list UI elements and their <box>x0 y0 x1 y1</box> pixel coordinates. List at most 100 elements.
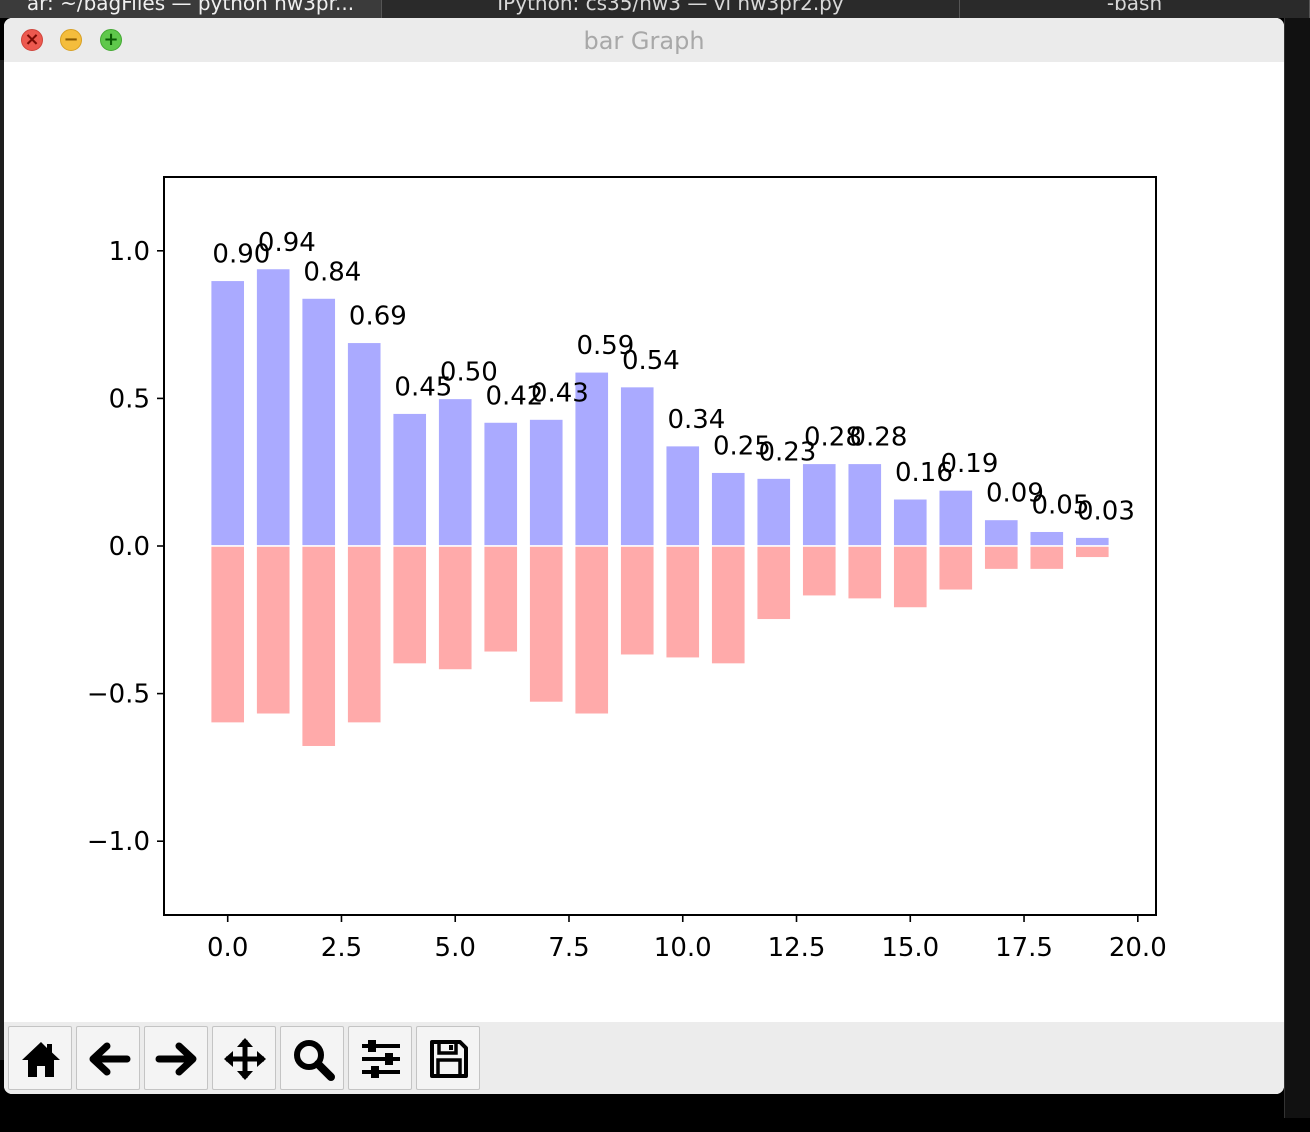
bar-value-label: 0.19 <box>940 449 998 479</box>
configure-subplots-button[interactable] <box>348 1026 412 1090</box>
positive-bar <box>892 498 929 547</box>
pan-button[interactable] <box>212 1026 276 1090</box>
sliders-icon <box>362 1040 400 1078</box>
bar-value-label: 0.09 <box>986 479 1044 509</box>
ticks-layer: 0.0 2.5 5.0 7.5 10.0 12.5 15.0 17.5 20.0 1.0 0.5 0.… <box>87 237 1167 963</box>
bar-value-label: 0.54 <box>622 346 680 376</box>
close-icon: × <box>24 29 40 50</box>
negative-bar <box>937 545 974 592</box>
title-bar[interactable]: bar Graph × − + <box>4 18 1284 63</box>
positive-bar <box>710 471 747 547</box>
negative-bar <box>801 545 838 597</box>
x-tick-label: 5.0 <box>435 933 476 963</box>
save-button[interactable] <box>416 1026 480 1090</box>
bar-value-label: 0.16 <box>895 458 953 488</box>
bar-value-label: 0.34 <box>667 405 725 435</box>
negative-bar <box>892 545 929 609</box>
back-button[interactable] <box>76 1026 140 1090</box>
positive-bar <box>983 518 1020 547</box>
bar-value-label: 0.03 <box>1077 496 1135 526</box>
negative-bar <box>391 545 428 665</box>
y-tick-label: 1.0 <box>109 237 150 267</box>
positive-bar <box>209 279 246 547</box>
magnifier-icon <box>294 1040 335 1081</box>
bar-chart: 0.900.940.84 0.69 0.450.500.420.43 0.590.54… <box>87 176 1167 963</box>
negative-bar <box>437 545 474 671</box>
y-tick-label: −0.5 <box>87 680 150 710</box>
negative-bar <box>528 545 565 704</box>
x-tick-label: 15.0 <box>881 933 939 963</box>
positive-bar <box>437 397 474 547</box>
negative-bar <box>482 545 519 654</box>
x-tick-label: 10.0 <box>654 933 712 963</box>
positive-bar <box>391 412 428 547</box>
positive-bar <box>346 341 383 547</box>
y-tick-label: 0.5 <box>109 384 150 414</box>
arrow-right-icon <box>155 1042 197 1076</box>
bar-value-label: 0.25 <box>713 431 771 461</box>
negative-bar <box>1028 545 1065 571</box>
figure-canvas[interactable]: 0.90 0.94 0.84 0.69 0.45 0.50 0.42 0.43 0.59 0.54… <box>4 62 1284 1022</box>
window-title: bar Graph <box>583 27 705 55</box>
positive-bar <box>573 371 610 547</box>
maximize-window-button[interactable]: + <box>100 29 122 51</box>
bar-value-label: 0.59 <box>576 331 634 361</box>
positive-bar <box>846 462 883 547</box>
bar-value-label: 0.42 <box>485 381 543 411</box>
negative-bar <box>209 545 246 724</box>
positive-bar <box>300 297 337 547</box>
home-icon <box>22 1042 60 1077</box>
background-tab[interactable]: ar: ~/bagFiles — python hw3pr... <box>0 0 382 18</box>
x-tick-label: 17.5 <box>995 933 1053 963</box>
positive-bar <box>619 385 656 547</box>
negative-bar <box>573 545 610 716</box>
negative-bar <box>300 545 337 748</box>
negative-bar <box>1074 545 1111 559</box>
data-labels-layer: 0.900.940.84 0.69 0.450.500.420.43 0.590.54… <box>212 228 1134 527</box>
bar-value-label: 0.28 <box>804 423 862 453</box>
negative-bar <box>846 545 883 600</box>
background-terminal-edge <box>1284 18 1310 1118</box>
negative-bar <box>983 545 1020 571</box>
x-tick-label: 20.0 <box>1109 933 1167 963</box>
x-tick-label: 2.5 <box>321 933 362 963</box>
negative-bar <box>755 545 792 621</box>
positive-bar <box>801 462 838 547</box>
x-tick-label: 12.5 <box>768 933 826 963</box>
home-button[interactable] <box>8 1026 72 1090</box>
positive-bar <box>1028 530 1065 547</box>
bar-value-label: 0.90 <box>212 240 270 270</box>
minimize-icon: − <box>63 29 79 50</box>
background-tab[interactable]: IPython: cs35/hw3 — vi hw3pr2.py <box>382 0 960 18</box>
positive-bar <box>755 477 792 547</box>
x-tick-label: 7.5 <box>548 933 589 963</box>
floppy-disk-icon <box>430 1040 468 1078</box>
positive-bar <box>664 444 701 547</box>
forward-button[interactable] <box>144 1026 208 1090</box>
positive-bar <box>482 421 519 547</box>
bars-layer <box>209 267 1111 748</box>
negative-bar <box>346 545 383 724</box>
background-tab-bar: ar: ~/bagFiles — python hw3pr... IPython… <box>0 0 1310 18</box>
close-window-button[interactable]: × <box>21 29 43 51</box>
x-tick-label: 0.0 <box>207 933 248 963</box>
negative-bar <box>664 545 701 659</box>
bar-value-label: 0.05 <box>1031 491 1089 521</box>
background-terminal <box>0 60 6 1060</box>
negative-bar <box>710 545 747 665</box>
negative-bar <box>619 545 656 656</box>
bar-value-label: 0.23 <box>758 437 816 467</box>
positive-bar <box>937 489 974 547</box>
background-tab[interactable]: -bash <box>960 0 1310 18</box>
bar-value-label: 0.94 <box>258 228 316 258</box>
navigation-toolbar <box>4 1022 1284 1094</box>
minimize-window-button[interactable]: − <box>60 29 82 51</box>
maximize-icon: + <box>103 29 119 50</box>
bar-value-label: 0.84 <box>303 257 361 287</box>
zoom-button[interactable] <box>280 1026 344 1090</box>
bar-value-label: 0.43 <box>531 378 589 408</box>
positive-bar <box>528 418 565 547</box>
move-icon <box>224 1038 266 1080</box>
positive-bar <box>255 267 292 547</box>
bar-value-label: 0.45 <box>394 372 452 402</box>
